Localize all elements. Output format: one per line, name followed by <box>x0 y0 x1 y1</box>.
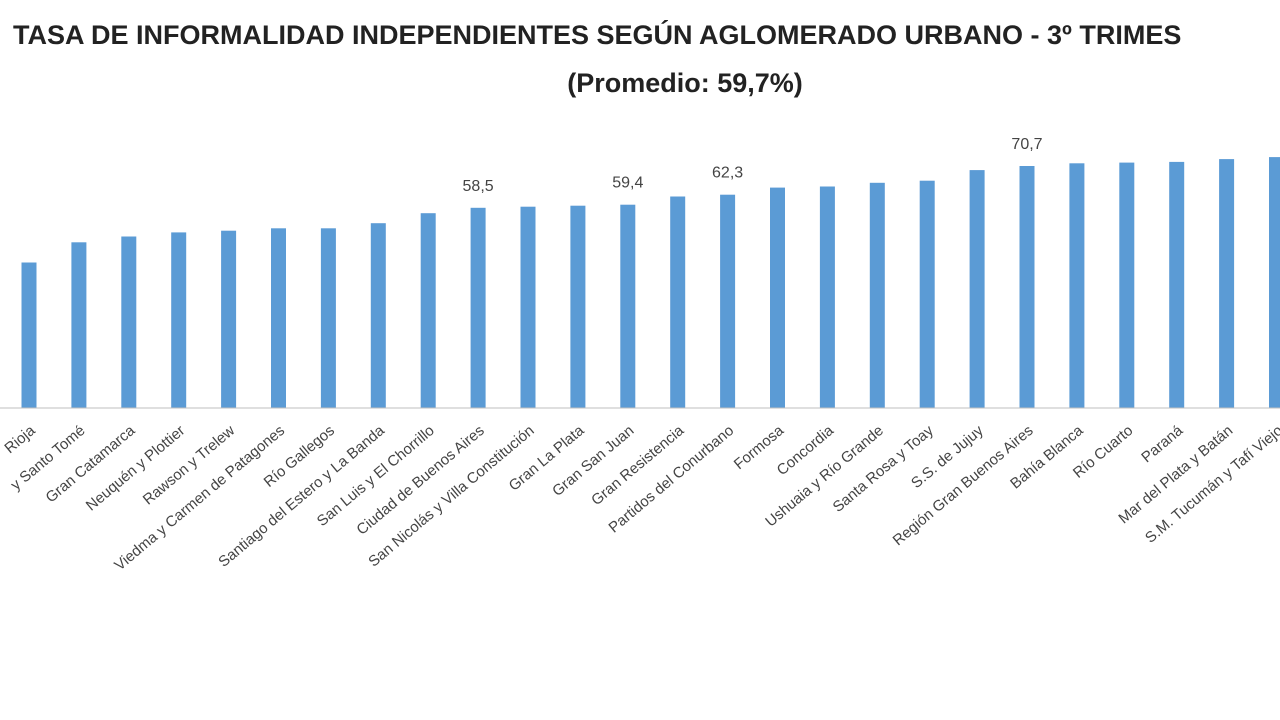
bar-21 <box>1069 163 1085 408</box>
bar-0 <box>21 262 37 408</box>
bar-1 <box>71 242 87 408</box>
data-label-12: 59,4 <box>612 175 643 192</box>
bar-20 <box>1019 166 1035 408</box>
bar-10 <box>520 206 536 408</box>
category-label-0: Rioja <box>1 422 39 457</box>
chart-title: TASA DE INFORMALIDAD INDEPENDIENTES SEGÚ… <box>13 20 1182 50</box>
data-label-9: 58,5 <box>463 178 494 195</box>
bar-13 <box>670 196 686 408</box>
chart-subtitle: (Promedio: 59,7%) <box>567 68 803 98</box>
bar-4 <box>221 230 237 408</box>
bar-25 <box>1269 157 1280 408</box>
bars-group <box>21 157 1280 408</box>
bar-9 <box>470 207 486 408</box>
bar-2 <box>121 236 137 408</box>
bar-5 <box>271 228 286 408</box>
bar-18 <box>919 180 935 408</box>
bar-8 <box>420 213 436 408</box>
data-label-14: 62,3 <box>712 165 743 182</box>
bar-6 <box>320 228 336 408</box>
data-label-20: 70,7 <box>1011 136 1042 153</box>
bar-23 <box>1169 161 1185 408</box>
bar-7 <box>370 223 386 408</box>
bar-22 <box>1119 162 1135 408</box>
bar-17 <box>869 182 885 408</box>
bar-19 <box>969 170 985 408</box>
bar-12 <box>620 204 636 408</box>
data-labels-group: 58,5 59,4 62,3 70,7 <box>463 136 1043 195</box>
bar-3 <box>171 232 187 408</box>
bar-14 <box>720 194 736 408</box>
bar-24 <box>1219 159 1235 408</box>
bar-16 <box>819 186 835 408</box>
bar-15 <box>770 187 785 408</box>
bar-11 <box>570 205 586 408</box>
